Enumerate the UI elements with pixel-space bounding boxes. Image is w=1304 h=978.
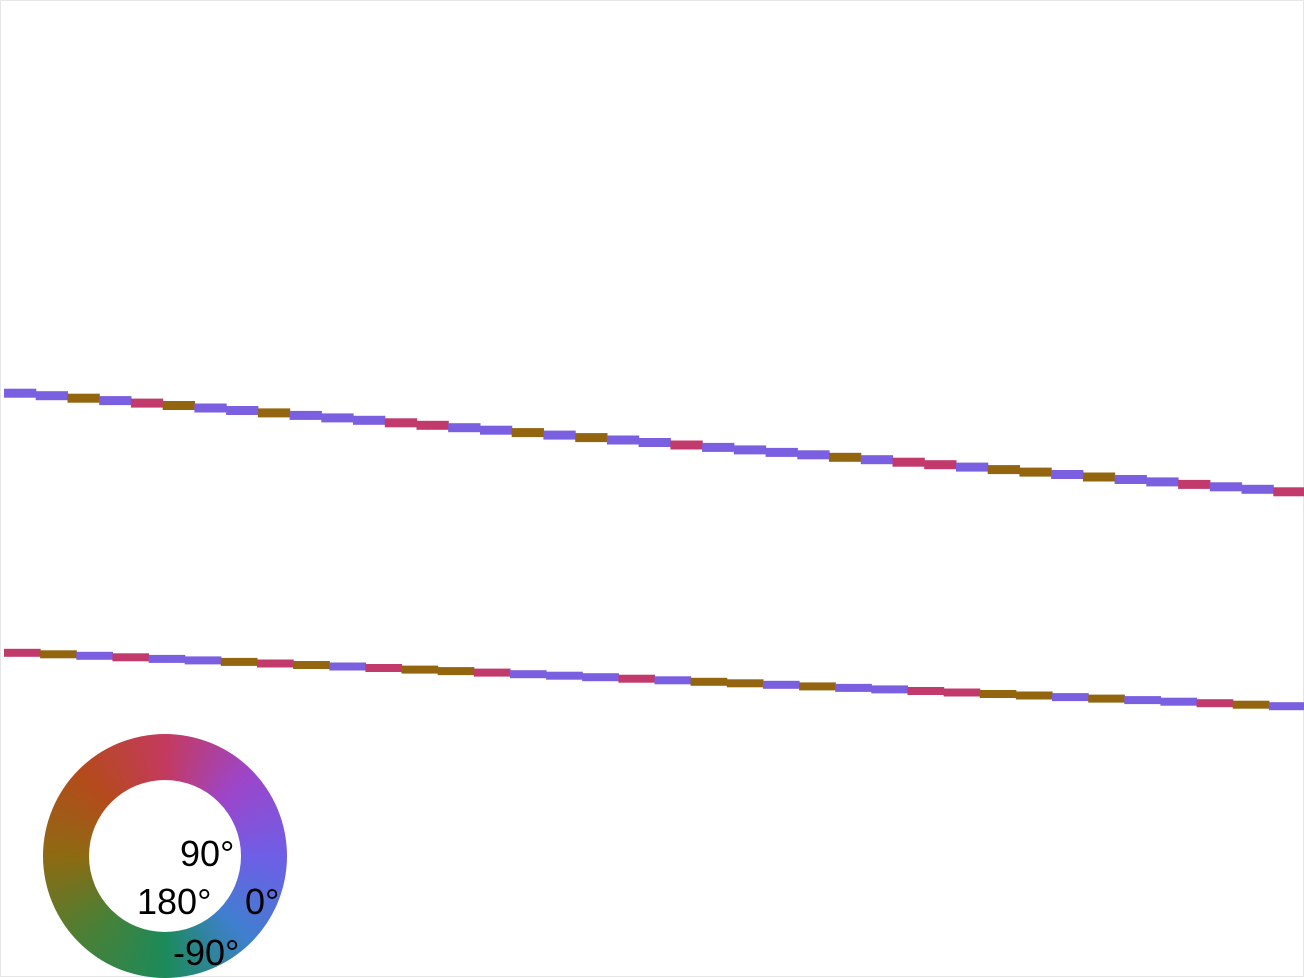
upper-strand-segment — [670, 440, 703, 450]
upper-strand-segment — [1146, 477, 1179, 487]
upper-strand-segment — [289, 410, 322, 420]
lower-strand-segment — [220, 657, 258, 666]
lower-strand-segment — [1232, 700, 1270, 709]
lower-strand-segment — [546, 671, 583, 680]
lower-strand-segment — [726, 679, 764, 688]
lower-strand-segment — [871, 685, 908, 694]
upper-strand-segment — [1178, 479, 1211, 489]
upper-strand-segment — [543, 430, 576, 440]
upper-strand-segment — [797, 450, 830, 460]
lower-strand-segment — [473, 668, 511, 677]
lower-strand-segment — [762, 680, 800, 689]
upper-strand-segment — [480, 425, 513, 435]
upper-strand-segment — [733, 445, 767, 455]
lower-strand-segment — [148, 654, 186, 663]
upper-strand-segment — [829, 452, 862, 462]
lower-strand-segment — [690, 677, 728, 686]
lower-strand-segment — [1052, 693, 1089, 702]
hue-color-wheel: 90° 180° 0° -90° — [43, 734, 287, 978]
upper-strand-segment — [638, 438, 671, 447]
upper-strand-segment — [67, 393, 100, 403]
upper-strand-segment — [130, 398, 164, 408]
upper-strand-segment — [4, 388, 37, 398]
wheel-label-0: 0° — [245, 881, 280, 922]
upper-strand-segment — [162, 401, 195, 410]
lower-strand-segment — [618, 674, 656, 683]
upper-strand-segment — [321, 413, 354, 423]
lower-strand-segment — [1124, 696, 1161, 705]
upper-strand-segment — [892, 457, 925, 467]
lower-strand-segment — [257, 659, 294, 668]
upper-strand-segment — [384, 418, 418, 428]
upper-strand-segment — [1209, 482, 1243, 492]
upper-strand-segment — [448, 423, 481, 433]
lower-strand-segment — [437, 667, 475, 676]
upper-strand-segment — [606, 435, 640, 445]
upper-strand-segment — [1082, 472, 1116, 482]
upper-strand — [4, 388, 1304, 497]
lower-strand-segment — [582, 673, 619, 682]
lower-strand-segment — [799, 682, 836, 691]
upper-strand-segment — [1241, 484, 1274, 494]
upper-strand-segment — [987, 465, 1020, 475]
lower-strand-segment — [1015, 691, 1053, 700]
lower-strand-segment — [329, 662, 366, 671]
upper-strand-segment — [860, 455, 894, 465]
upper-strand-segment — [226, 406, 259, 415]
lower-strand-segment — [1160, 697, 1198, 706]
lower-strand-segment — [979, 690, 1017, 698]
lower-strand-segment — [40, 650, 77, 659]
lower-strand-segment — [112, 653, 150, 662]
wheel-center: 90° 180° 0° -90° — [89, 780, 279, 971]
lower-strand-segment — [4, 648, 41, 657]
lower-strand-segment — [835, 683, 872, 692]
lower-strand-segment — [365, 664, 403, 672]
lower-strand — [4, 648, 1304, 711]
upper-strand-segment — [416, 420, 449, 430]
wheel-label-90: 90° — [180, 833, 235, 874]
upper-strand-segment — [575, 433, 608, 443]
lower-strand-segment — [1268, 702, 1304, 711]
upper-strand-segment — [511, 428, 544, 438]
upper-strand-segment — [765, 447, 798, 457]
upper-strand-segment — [99, 396, 132, 406]
upper-strand-segment — [353, 415, 386, 425]
upper-strand-segment — [956, 462, 989, 472]
lower-strand-segment — [401, 665, 439, 674]
wheel-label-180: 180° — [137, 881, 212, 922]
upper-strand-segment — [1114, 475, 1147, 484]
lower-strand-segment — [293, 661, 330, 669]
upper-strand-segment — [35, 391, 68, 401]
upper-strand-segment — [194, 403, 227, 413]
lower-strand-segment — [509, 670, 547, 679]
lower-strand-segment — [1088, 694, 1125, 703]
lower-strand-segment — [907, 687, 945, 695]
upper-strand-segment — [702, 442, 735, 452]
upper-strand-segment — [924, 460, 957, 470]
lower-strand-segment — [1196, 699, 1234, 708]
upper-strand-segment — [1273, 487, 1304, 497]
lower-strand-segment — [654, 676, 692, 685]
upper-strand-segment — [257, 408, 291, 418]
upper-strand-segment — [1051, 470, 1084, 479]
wheel-label-minus-90: -90° — [173, 932, 240, 973]
upper-strand-segment — [1019, 467, 1052, 477]
lower-strand-segment — [184, 656, 222, 665]
lower-strand-segment — [943, 688, 981, 697]
lower-strand-segment — [76, 651, 113, 660]
